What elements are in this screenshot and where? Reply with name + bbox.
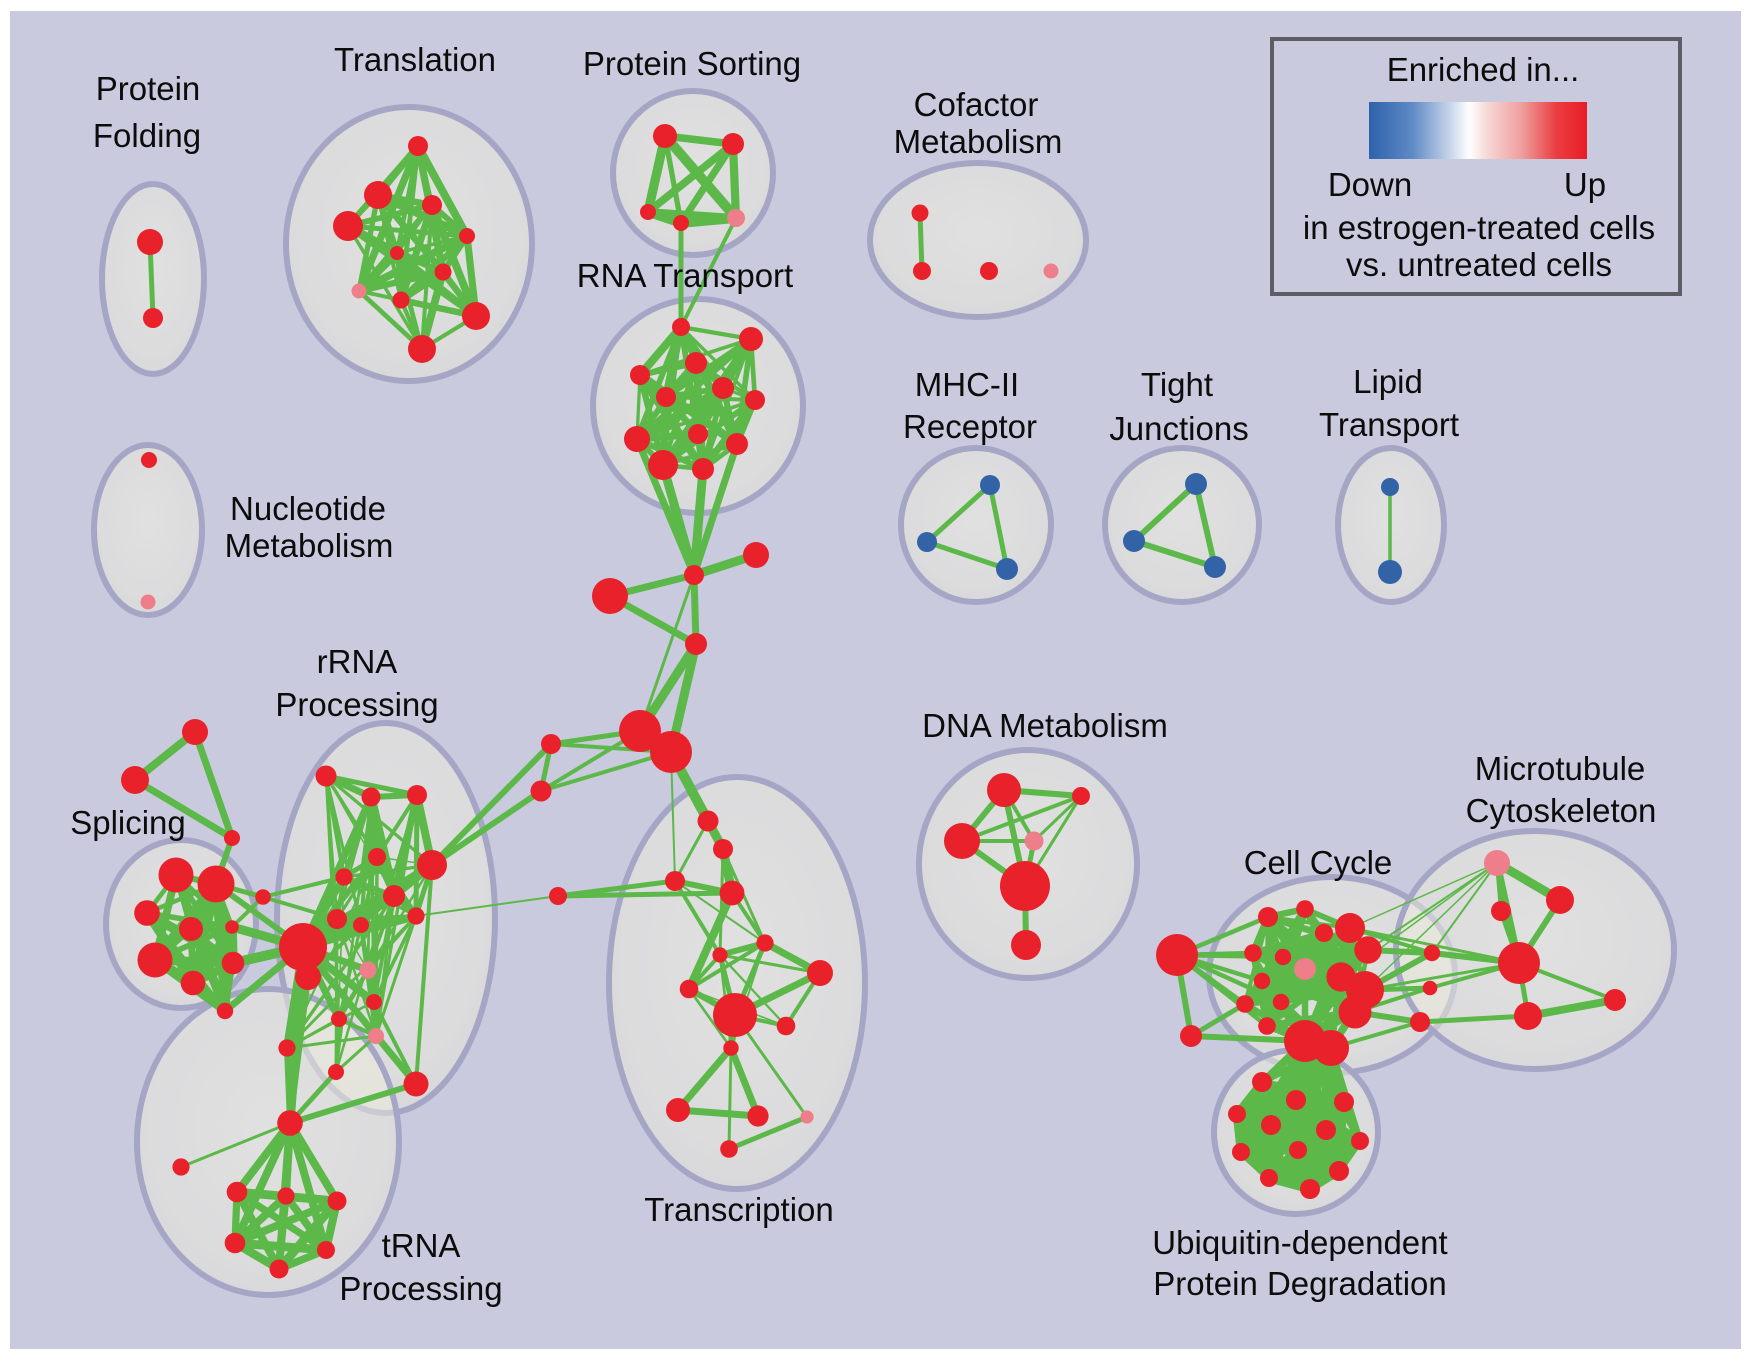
svg-text:Nucleotide: Nucleotide (230, 490, 386, 527)
svg-text:Lipid: Lipid (1353, 363, 1423, 400)
svg-text:RNA Transport: RNA Transport (577, 257, 793, 294)
svg-text:Cell Cycle: Cell Cycle (1244, 844, 1393, 881)
svg-text:Processing: Processing (339, 1270, 502, 1307)
svg-text:in estrogen-treated cells: in estrogen-treated cells (1303, 209, 1655, 246)
svg-text:Processing: Processing (275, 686, 438, 723)
svg-text:Transport: Transport (1319, 406, 1459, 443)
svg-text:Junctions: Junctions (1109, 410, 1248, 447)
svg-text:vs. untreated cells: vs. untreated cells (1346, 246, 1612, 283)
svg-text:Protein Sorting: Protein Sorting (583, 45, 801, 82)
svg-text:Translation: Translation (334, 41, 496, 78)
svg-text:Metabolism: Metabolism (225, 527, 394, 564)
svg-text:Down: Down (1328, 166, 1412, 203)
svg-text:tRNA: tRNA (382, 1227, 461, 1264)
svg-text:Ubiquitin-dependent: Ubiquitin-dependent (1152, 1224, 1447, 1261)
svg-text:Cofactor: Cofactor (914, 86, 1039, 123)
svg-text:MHC-II: MHC-II (915, 366, 1019, 403)
svg-text:Metabolism: Metabolism (894, 123, 1063, 160)
svg-text:Up: Up (1564, 166, 1606, 203)
svg-text:Splicing: Splicing (70, 804, 186, 841)
svg-text:Cytoskeleton: Cytoskeleton (1466, 792, 1657, 829)
svg-text:Folding: Folding (93, 117, 201, 154)
svg-text:DNA Metabolism: DNA Metabolism (922, 707, 1168, 744)
svg-text:Tight: Tight (1141, 366, 1213, 403)
svg-text:rRNA: rRNA (317, 643, 398, 680)
svg-text:Transcription: Transcription (644, 1191, 834, 1228)
svg-text:Microtubule: Microtubule (1475, 750, 1646, 787)
svg-text:Enriched in...: Enriched in... (1387, 51, 1580, 88)
svg-text:Protein Degradation: Protein Degradation (1153, 1265, 1447, 1302)
svg-text:Protein: Protein (96, 70, 201, 107)
svg-text:Receptor: Receptor (903, 408, 1037, 445)
